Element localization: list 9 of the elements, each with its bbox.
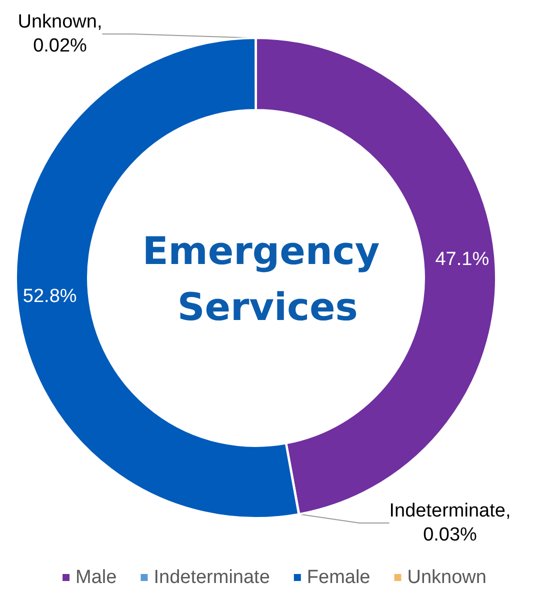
text: Emergency Services [142,229,380,329]
data-label: 52.8% [22,286,77,308]
legend-label: Male [76,567,117,588]
data-label: Unknown, 0.02% [18,12,102,56]
legend-label: Unknown [407,567,486,588]
legend-label: Indeterminate [154,567,270,588]
data-label: Indeterminate, 0.03% [389,500,511,546]
legend-label: Female [306,567,370,588]
data-label: 47.1% [435,248,490,270]
